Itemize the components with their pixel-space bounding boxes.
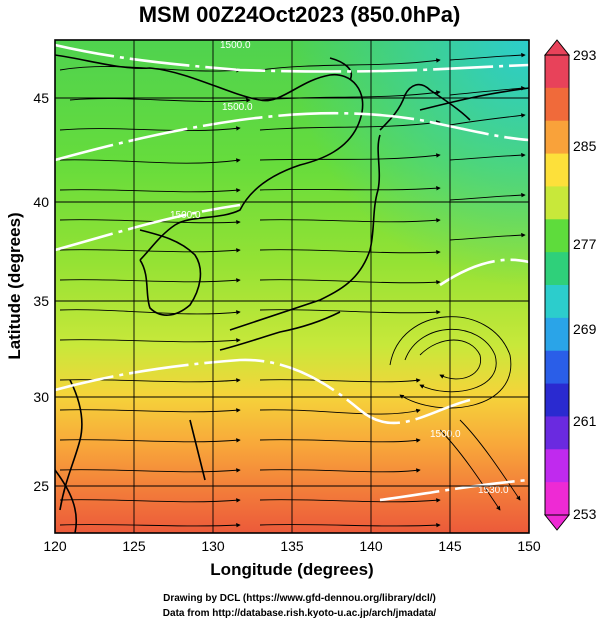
y-tick-label: 25 (33, 478, 49, 494)
map-title: MSM 00Z24Oct2023 (850.0hPa) (138, 2, 461, 27)
y-axis: 25 30 35 40 45 Latitude (degrees) (5, 90, 49, 494)
x-tick-label: 150 (517, 538, 541, 554)
colorbar-bands (545, 55, 569, 516)
x-axis: 120 125 130 135 140 145 150 Longitude (d… (43, 538, 541, 579)
contour-label-5: 1530.0 (478, 485, 509, 496)
colorbar-tick-label: 253 (573, 506, 597, 522)
colorbar-band (545, 153, 569, 187)
y-tick-label: 45 (33, 90, 49, 106)
colorbar-band (545, 219, 569, 253)
x-tick-label: 140 (359, 538, 383, 554)
colorbar-band (545, 285, 569, 319)
colorbar: 293 285 277 269 261 253 (543, 39, 597, 531)
credit-drawing: Drawing by DCL (https://www.gfd-dennou.o… (163, 593, 436, 604)
colorbar-top-arrow (543, 39, 571, 56)
colorbar-band (545, 186, 569, 220)
colorbar-band (545, 252, 569, 286)
credit-data: Data from http://database.rish.kyoto-u.a… (162, 608, 437, 619)
colorbar-tick-label: 293 (573, 47, 597, 63)
plot-area: 1500.0 1500.0 1500.0 1500.0 1530.0 (54, 39, 530, 534)
colorbar-band (545, 120, 569, 155)
x-tick-label: 120 (43, 538, 67, 554)
x-tick-label: 135 (280, 538, 304, 554)
colorbar-tick-label: 261 (573, 413, 597, 429)
contour-label-1: 1500.0 (220, 40, 251, 51)
colorbar-tick-label: 269 (573, 321, 597, 337)
y-tick-label: 30 (33, 389, 49, 405)
x-tick-label: 130 (201, 538, 225, 554)
contour-label-3: 1500.0 (170, 210, 201, 221)
colorbar-tick-label: 277 (573, 236, 597, 252)
colorbar-band (545, 55, 569, 89)
colorbar-band (545, 317, 569, 352)
colorbar-tick-label: 285 (573, 138, 597, 154)
colorbar-band (545, 449, 569, 483)
plot-frame (54, 39, 530, 534)
y-tick-label: 40 (33, 194, 49, 210)
geopotential-contours (55, 43, 529, 502)
colorbar-frame (544, 54, 570, 516)
colorbar-band (545, 416, 569, 450)
colorbar-bottom-arrow (543, 514, 571, 531)
y-tick-label: 35 (33, 293, 49, 309)
colorbar-band (545, 482, 569, 516)
x-tick-label: 145 (438, 538, 462, 554)
lat-lon-grid (55, 40, 529, 533)
colorbar-band (545, 383, 569, 417)
colorbar-band (545, 350, 569, 385)
x-axis-label: Longitude (degrees) (210, 560, 373, 579)
y-axis-label: Latitude (degrees) (5, 212, 24, 359)
contour-label-4: 1500.0 (430, 429, 461, 440)
colorbar-band (545, 87, 569, 122)
contour-label-2: 1500.0 (222, 102, 253, 113)
x-tick-label: 125 (122, 538, 146, 554)
wind-streamlines (59, 52, 526, 528)
